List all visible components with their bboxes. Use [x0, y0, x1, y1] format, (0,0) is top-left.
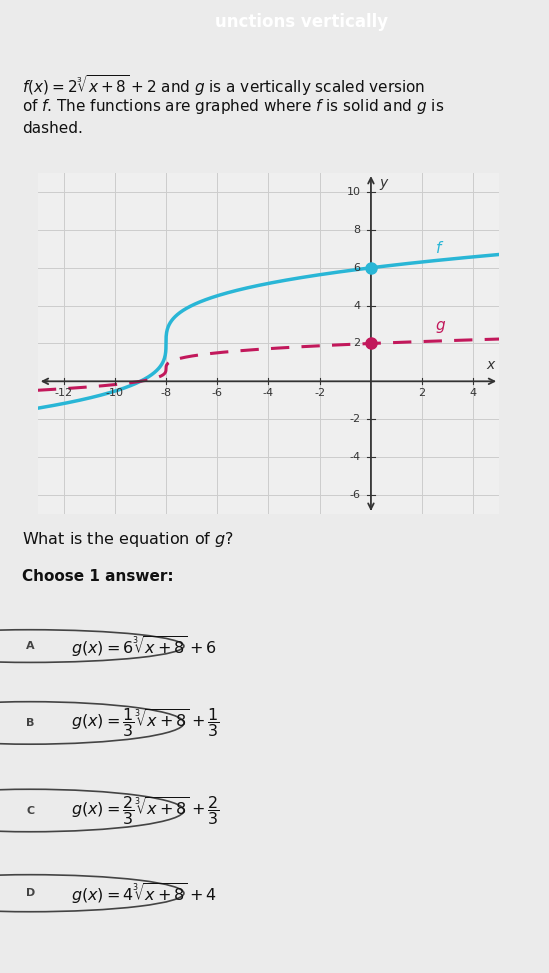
Text: $g(x) = 6\sqrt[3]{x+8}+6$: $g(x) = 6\sqrt[3]{x+8}+6$	[71, 633, 217, 659]
Text: unctions vertically: unctions vertically	[215, 13, 389, 31]
Text: 4: 4	[354, 301, 361, 310]
Text: A: A	[26, 641, 35, 651]
Text: -6: -6	[350, 489, 361, 500]
Text: $g$: $g$	[435, 319, 446, 336]
Text: Choose 1 answer:: Choose 1 answer:	[22, 569, 173, 584]
Text: 2: 2	[419, 388, 425, 398]
Text: 10: 10	[346, 187, 361, 198]
Text: B: B	[26, 718, 35, 728]
Text: -8: -8	[160, 388, 171, 398]
Text: $g(x) = \dfrac{1}{3}\sqrt[3]{x+8}+\dfrac{1}{3}$: $g(x) = \dfrac{1}{3}\sqrt[3]{x+8}+\dfrac…	[71, 706, 220, 739]
Text: $g(x) = \dfrac{2}{3}\sqrt[3]{x+8}+\dfrac{2}{3}$: $g(x) = \dfrac{2}{3}\sqrt[3]{x+8}+\dfrac…	[71, 794, 220, 827]
Text: -4: -4	[263, 388, 274, 398]
Text: $y$: $y$	[379, 177, 389, 192]
Text: 8: 8	[354, 225, 361, 234]
Text: $g(x) = 4\sqrt[3]{x+8}+4$: $g(x) = 4\sqrt[3]{x+8}+4$	[71, 881, 217, 906]
Text: -4: -4	[350, 452, 361, 462]
Text: -2: -2	[350, 414, 361, 424]
Text: 2: 2	[354, 339, 361, 348]
Text: 4: 4	[470, 388, 477, 398]
Text: -2: -2	[314, 388, 325, 398]
Text: dashed.: dashed.	[22, 121, 83, 135]
Text: What is the equation of $g$?: What is the equation of $g$?	[22, 530, 234, 550]
Text: C: C	[26, 806, 34, 815]
Text: $f(x) = 2\sqrt[3]{x+8}+2$ and $g$ is a vertically scaled version: $f(x) = 2\sqrt[3]{x+8}+2$ and $g$ is a v…	[22, 73, 425, 98]
Text: D: D	[26, 888, 35, 898]
Text: -10: -10	[106, 388, 124, 398]
Text: 6: 6	[354, 263, 361, 272]
Text: $f$: $f$	[435, 239, 444, 256]
Text: -6: -6	[212, 388, 223, 398]
Text: -12: -12	[54, 388, 72, 398]
Text: of $f$. The functions are graphed where $f$ is solid and $g$ is: of $f$. The functions are graphed where …	[22, 97, 444, 117]
Text: $x$: $x$	[486, 358, 496, 372]
